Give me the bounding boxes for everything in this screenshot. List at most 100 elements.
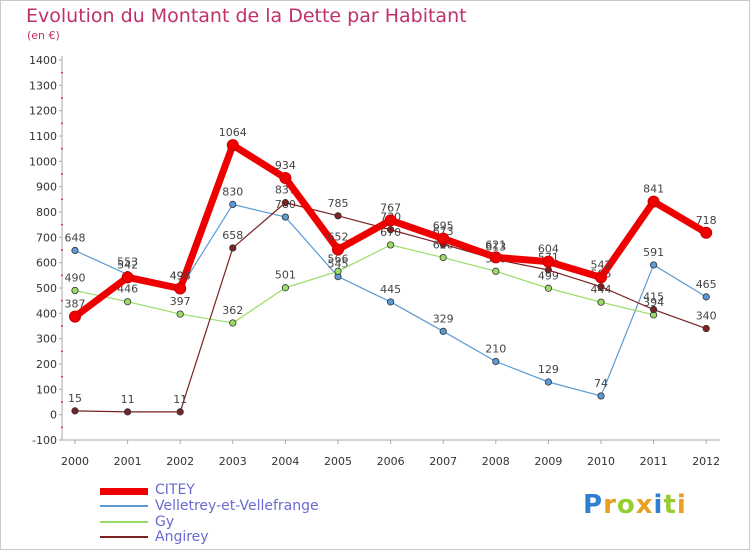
logo-letter: x <box>635 490 654 520</box>
data-point-gy <box>281 284 289 292</box>
logo-letter: P <box>583 490 604 520</box>
y-minor-tick <box>61 299 63 302</box>
data-label-velletrey-et-vellefrange: 210 <box>485 342 506 355</box>
data-point-citey <box>121 271 134 284</box>
data-point-angirey <box>702 324 710 333</box>
data-label-velletrey-et-vellefrange: 545 <box>328 258 349 271</box>
data-point-gy <box>229 319 237 327</box>
logo-letter: i <box>676 490 687 520</box>
data-label-gy: 446 <box>117 283 138 296</box>
y-minor-tick <box>61 426 63 429</box>
y-minor-tick <box>61 223 63 226</box>
data-point-angirey <box>124 408 132 416</box>
data-point-citey <box>542 255 555 268</box>
data-label-gy: 499 <box>538 269 559 282</box>
logo-letter: i <box>653 490 664 520</box>
data-label-velletrey-et-vellefrange: 648 <box>65 232 86 245</box>
y-tick-label: 1400 <box>29 54 57 67</box>
y-tick-label: 200 <box>36 358 57 371</box>
data-point-citey <box>437 232 450 245</box>
data-point-velletrey-et-vellefrange <box>386 298 395 306</box>
data-point-gy <box>71 286 79 295</box>
data-point-gy <box>386 241 395 249</box>
y-tick-label: 800 <box>36 206 57 219</box>
y-tick-label: 100 <box>36 383 57 396</box>
data-point-gy <box>334 267 342 275</box>
data-point-velletrey-et-vellefrange <box>649 261 658 269</box>
x-tick-label: 2012 <box>692 455 720 468</box>
y-tick-label: 0 <box>50 409 57 422</box>
data-point-velletrey-et-vellefrange <box>597 392 605 400</box>
data-point-angirey <box>649 305 658 314</box>
data-point-citey <box>595 271 607 284</box>
data-point-gy <box>124 298 132 306</box>
data-point-velletrey-et-vellefrange <box>544 378 553 386</box>
data-point-gy <box>492 267 500 275</box>
data-label-gy: 362 <box>222 304 243 317</box>
data-label-citey: 718 <box>696 214 717 227</box>
data-point-citey <box>174 282 187 295</box>
data-point-angirey <box>544 266 553 274</box>
data-point-velletrey-et-vellefrange <box>439 327 447 335</box>
logo-letter: r <box>603 490 617 520</box>
y-minor-tick <box>61 375 63 378</box>
data-point-velletrey-et-vellefrange <box>229 200 237 208</box>
x-tick-label: 2010 <box>587 455 615 468</box>
y-tick-label: -100 <box>32 434 57 447</box>
data-label-gy: 394 <box>643 296 664 309</box>
legend-label-gy: Gy <box>155 514 175 530</box>
y-tick-label: 700 <box>36 231 57 244</box>
data-label-citey: 542 <box>591 258 612 271</box>
data-point-angirey <box>597 283 605 291</box>
data-label-velletrey-et-vellefrange: 129 <box>538 363 559 376</box>
x-tick-label: 2006 <box>377 455 405 468</box>
x-tick-label: 2009 <box>534 455 562 468</box>
data-point-citey <box>69 310 81 323</box>
data-label-angirey: 11 <box>121 393 135 406</box>
y-minor-tick <box>61 274 63 277</box>
y-tick-label: 500 <box>36 282 57 295</box>
data-point-angirey <box>334 212 342 220</box>
proxiti-logo: Proxiti <box>583 490 687 520</box>
data-label-citey: 498 <box>170 270 191 283</box>
data-label-citey: 1064 <box>219 126 247 139</box>
y-tick-label: 900 <box>36 181 57 194</box>
data-point-velletrey-et-vellefrange <box>702 293 710 301</box>
y-tick-label: 1200 <box>29 105 57 118</box>
data-label-citey: 621 <box>485 238 506 251</box>
x-tick-label: 2000 <box>61 455 89 468</box>
series-line-gy <box>74 244 655 324</box>
legend-label-angirey: Angirey <box>155 529 209 545</box>
data-label-citey: 841 <box>643 183 664 196</box>
x-tick-label: 2005 <box>324 455 352 468</box>
chart-title: Evolution du Montant de la Dette par Hab… <box>26 5 467 27</box>
legend-swatch-velletrey <box>100 505 148 507</box>
chart-unit-label: (en €) <box>27 29 60 42</box>
data-label-citey: 695 <box>433 220 454 233</box>
data-label-velletrey-et-vellefrange: 553 <box>117 256 138 269</box>
y-minor-tick <box>61 97 63 99</box>
y-minor-tick <box>61 401 63 403</box>
y-minor-tick <box>61 325 63 327</box>
x-tick-label: 2001 <box>114 455 142 468</box>
x-tick-label: 2008 <box>482 455 510 468</box>
y-tick-label: 600 <box>36 257 57 270</box>
data-point-citey <box>647 195 660 208</box>
y-minor-tick <box>61 249 63 251</box>
data-label-angirey: 340 <box>696 310 717 323</box>
data-point-angirey <box>229 244 237 252</box>
y-tick-label: 1300 <box>29 79 57 92</box>
x-tick-label: 2004 <box>271 455 299 468</box>
data-label-angirey: 658 <box>222 229 243 242</box>
data-label-angirey: 11 <box>173 393 187 406</box>
data-label-gy: 397 <box>170 295 191 308</box>
data-point-velletrey-et-vellefrange <box>71 246 79 255</box>
y-minor-tick <box>61 350 63 353</box>
legend-label-velletrey: Velletrey-et-Vellefrange <box>155 498 319 514</box>
data-label-citey: 604 <box>538 243 559 256</box>
data-label-citey: 652 <box>328 230 349 243</box>
data-point-gy <box>544 284 553 292</box>
data-point-gy <box>597 298 605 306</box>
y-tick-label: 400 <box>36 307 57 320</box>
data-label-citey: 767 <box>380 201 401 214</box>
